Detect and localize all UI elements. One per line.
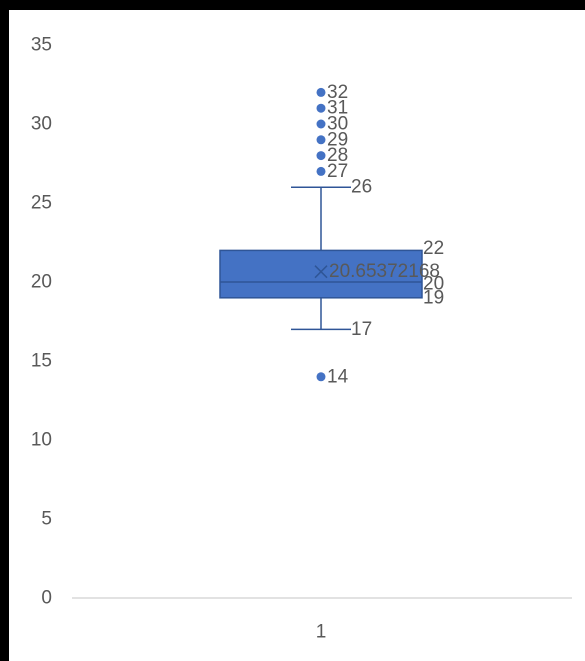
outlier-point-29 xyxy=(316,135,326,145)
x-tick-label-1: 1 xyxy=(316,622,327,643)
outlier-label-27: 27 xyxy=(327,161,348,182)
y-tick-label-30: 30 xyxy=(31,114,52,135)
y-tick-label-25: 25 xyxy=(31,193,52,214)
outlier-label-29: 29 xyxy=(327,129,348,150)
outlier-points xyxy=(316,87,326,382)
outlier-label-31: 31 xyxy=(327,98,348,119)
box-plot xyxy=(219,186,423,331)
y-tick-label-10: 10 xyxy=(31,430,52,451)
outlier-point-31 xyxy=(316,103,326,113)
y-axis-ticks: 0 5 10 15 20 25 30 35 xyxy=(31,35,52,609)
outlier-point-28 xyxy=(316,151,326,161)
outlier-point-27 xyxy=(316,166,326,176)
y-tick-label-20: 20 xyxy=(31,272,52,293)
y-tick-label-15: 15 xyxy=(31,351,52,372)
y-tick-label-0: 0 xyxy=(41,588,52,609)
outlier-label-32: 32 xyxy=(327,82,348,103)
outlier-point-14 xyxy=(316,372,326,382)
iqr-box xyxy=(219,249,423,299)
whisker-high-label: 26 xyxy=(351,177,372,198)
x-axis-ticks: 1 xyxy=(316,622,327,643)
outlier-point-30 xyxy=(316,119,326,129)
mean-label: 20.65372168 xyxy=(329,261,440,282)
mean-marker-b xyxy=(314,265,328,279)
y-tick-label-35: 35 xyxy=(31,35,52,56)
y-tick-label-5: 5 xyxy=(41,509,52,530)
q3-label: 22 xyxy=(423,238,444,259)
outlier-label-28: 28 xyxy=(327,145,348,166)
whisker-low-label: 17 xyxy=(351,319,372,340)
outlier-label-14: 14 xyxy=(327,366,349,387)
median-label: 20 xyxy=(423,274,444,295)
outlier-label-30: 30 xyxy=(327,114,348,135)
q1-label: 19 xyxy=(423,287,444,308)
outlier-point-32 xyxy=(316,87,326,97)
